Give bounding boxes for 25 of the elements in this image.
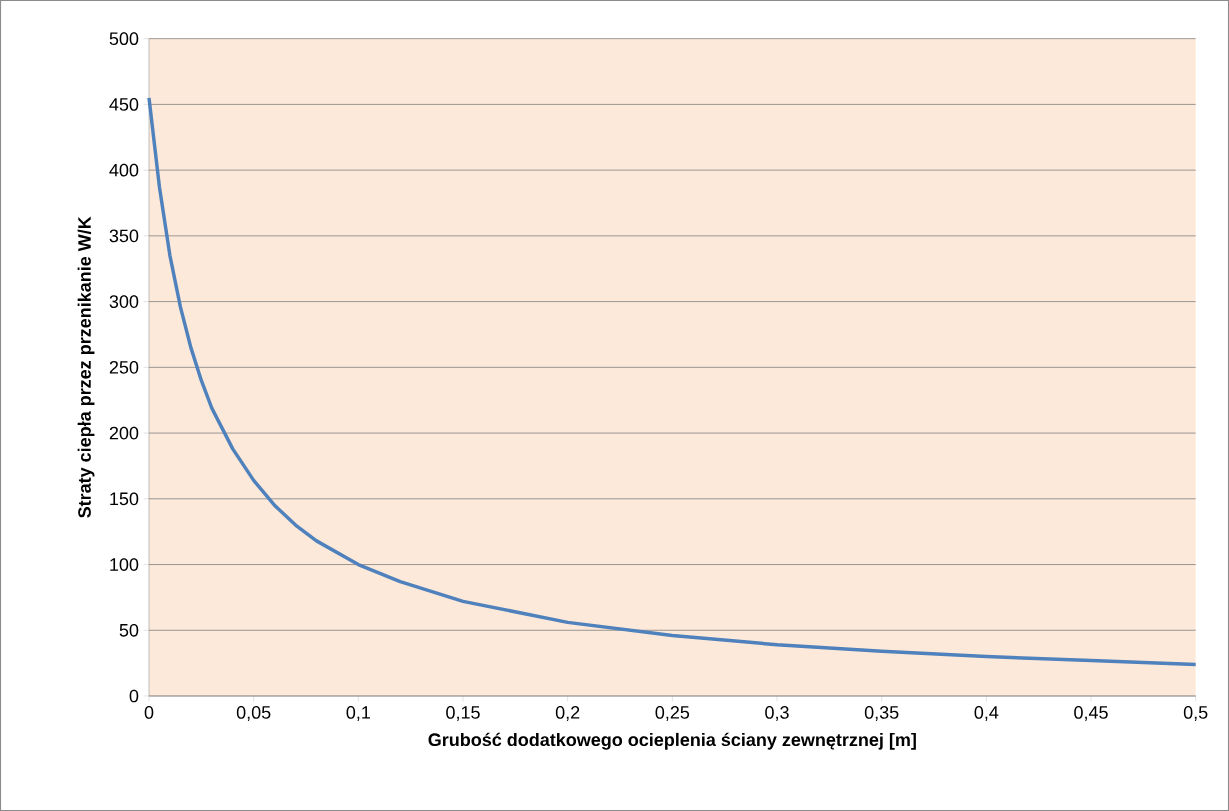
y-tick-label: 200: [109, 426, 139, 440]
x-tick-label: 0,15: [446, 706, 480, 721]
y-tick-label: 0: [129, 689, 139, 703]
line-series: [147, 96, 1198, 667]
y-tick-label: 100: [110, 558, 139, 571]
x-axis-title: Grubość dodatkowego ocieplenia ściany zewnętrznej [m]: [428, 732, 916, 750]
x-tick-label: 0,35: [864, 706, 899, 721]
y-tick-label: 300: [109, 295, 139, 308]
y-tick-label: 500: [109, 32, 139, 46]
y-tick-label: 450: [109, 98, 139, 111]
y-tick-label: 50: [119, 623, 139, 637]
x-tick-label: 0,2: [555, 706, 580, 721]
x-tick-label: 0,5: [1183, 706, 1208, 721]
x-tick-label: 0: [144, 706, 154, 719]
x-tick-label: 0,05: [236, 706, 271, 721]
y-axis-title: Straty ciepła przez przenikanie W/K: [77, 216, 95, 518]
y-tick-label: 150: [110, 492, 139, 506]
x-tick-label: 0,1: [346, 706, 370, 721]
x-tick-label: 0,4: [974, 706, 999, 721]
y-tick-label: 250: [109, 360, 139, 374]
x-tick-label: 0,25: [655, 706, 690, 721]
x-tick-label: 0,45: [1074, 706, 1108, 721]
x-tick-label: 0,3: [765, 706, 789, 721]
y-tick-label: 350: [109, 229, 139, 243]
y-tick-label: 400: [109, 163, 139, 177]
